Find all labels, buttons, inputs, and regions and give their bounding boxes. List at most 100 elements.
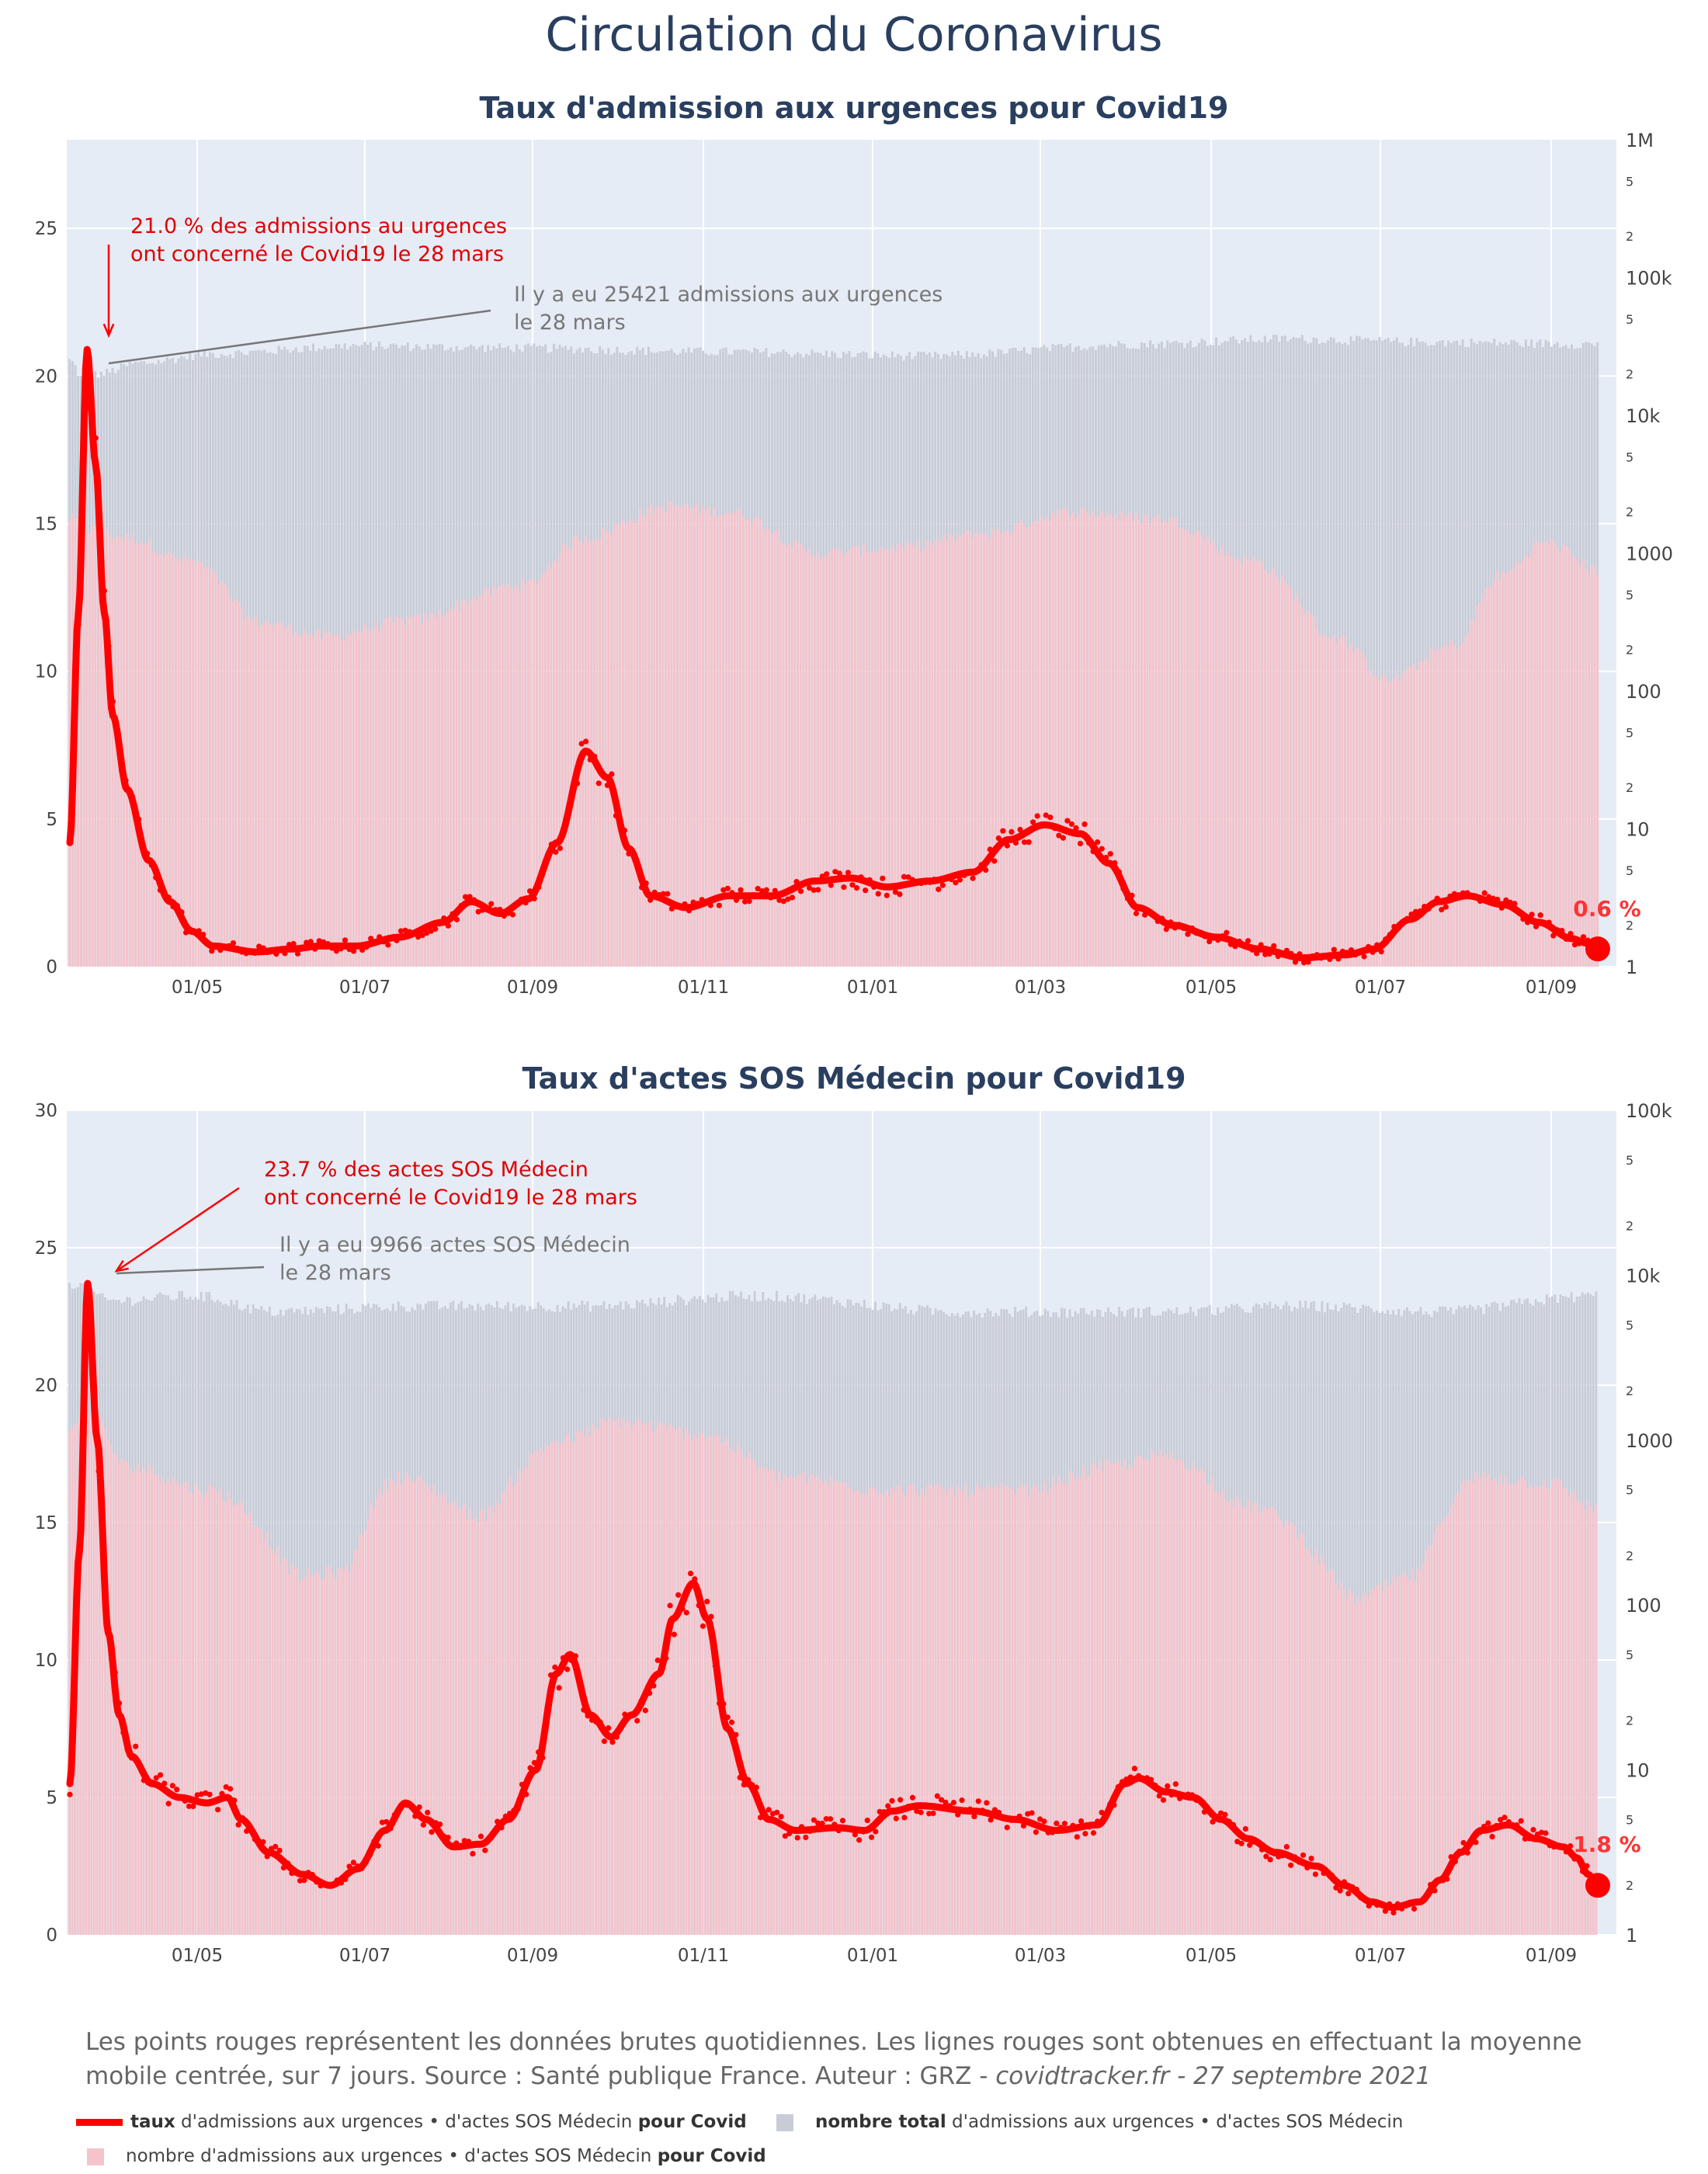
bar-covid	[787, 543, 790, 967]
bar-covid	[630, 1426, 633, 1935]
y2-tick-label: 100k	[1626, 1100, 1672, 1122]
bar-covid	[348, 1571, 351, 1935]
bar-covid	[353, 1550, 356, 1935]
raw-point	[1267, 1856, 1273, 1863]
bar-covid	[912, 1485, 915, 1935]
y-tick-label: 10	[35, 662, 57, 682]
bar-covid	[463, 599, 467, 967]
bar-covid	[775, 1481, 778, 1935]
bar-covid	[438, 1493, 441, 1935]
bar-covid	[165, 554, 168, 967]
bar-covid	[260, 625, 263, 967]
bar-covid	[401, 618, 404, 967]
bar-covid	[586, 1426, 589, 1935]
raw-point	[824, 871, 830, 877]
bar-covid	[980, 533, 983, 967]
bar-covid	[450, 608, 453, 967]
bar-covid	[211, 572, 214, 967]
bar-covid	[373, 1509, 375, 1935]
bar-covid	[668, 1424, 672, 1935]
bar-covid	[422, 1481, 425, 1935]
bar-covid	[1467, 630, 1470, 967]
bar-covid	[922, 549, 925, 967]
bar-covid	[355, 633, 358, 967]
bar-covid	[1370, 1589, 1373, 1935]
bar-covid	[1296, 1537, 1299, 1935]
raw-point	[301, 1877, 307, 1884]
bar-covid	[868, 553, 871, 967]
bar-covid	[1197, 530, 1200, 967]
bar-covid	[1449, 640, 1453, 967]
bar-covid	[1298, 602, 1301, 967]
bar-covid	[366, 629, 370, 967]
bar-total	[1418, 342, 1422, 967]
legend-item-covid[interactable]: nombre d'admissions aux urgences • d'act…	[87, 2146, 766, 2166]
raw-point	[1008, 828, 1015, 835]
bar-covid	[633, 522, 636, 967]
bar-total	[1401, 342, 1404, 967]
bar-covid	[432, 613, 436, 967]
bar-covid	[463, 1504, 466, 1935]
bar-covid	[909, 1485, 912, 1935]
bar-covid	[233, 1505, 235, 1935]
bar-covid	[416, 1476, 419, 1935]
y2-tick-label: 1	[1626, 1925, 1637, 1947]
bar-covid	[1074, 1478, 1077, 1935]
bar-covid	[745, 519, 748, 967]
bar-covid	[675, 505, 679, 967]
bar-covid	[658, 508, 661, 967]
bar-covid	[1224, 555, 1227, 967]
bar-covid	[246, 616, 249, 967]
bar-covid	[1005, 1486, 1008, 1935]
bar-covid	[734, 1452, 737, 1935]
bar-covid	[208, 1485, 211, 1935]
bar-covid	[963, 533, 966, 967]
bar-covid	[575, 535, 578, 967]
bar-covid	[794, 1478, 797, 1935]
bar-covid	[918, 1495, 921, 1935]
raw-point	[1095, 839, 1101, 846]
legend-item-total[interactable]: nombre total d'admissions aux urgences •…	[776, 2112, 1403, 2132]
bar-covid	[380, 625, 384, 967]
bar-covid	[654, 1427, 658, 1935]
bar-covid	[293, 1568, 296, 1935]
raw-point	[984, 1800, 990, 1806]
bar-covid	[953, 1495, 956, 1935]
bar-covid	[466, 1518, 468, 1935]
raw-point	[1263, 1853, 1269, 1860]
bar-covid	[1452, 1502, 1455, 1935]
bar-covid	[404, 625, 407, 967]
bar-covid	[1080, 508, 1083, 967]
bar-covid	[1002, 531, 1005, 967]
bar-covid	[1219, 1495, 1222, 1935]
legend-item-rate[interactable]: taux d'admissions aux urgences • d'actes…	[76, 2112, 747, 2132]
bar-covid	[1554, 1478, 1557, 1935]
bar-covid	[1592, 1512, 1595, 1935]
bar-covid	[1038, 1492, 1041, 1935]
bar-covid	[622, 1418, 625, 1935]
bar-covid	[470, 599, 473, 967]
bar-covid	[1068, 518, 1071, 967]
bar-covid	[1460, 1483, 1463, 1935]
raw-point	[763, 887, 769, 893]
bar-covid	[200, 1492, 203, 1935]
bar-covid	[531, 1453, 534, 1935]
bar-covid	[1175, 1460, 1179, 1935]
bar-covid	[707, 505, 710, 967]
raw-point	[938, 1797, 945, 1803]
chart-panel-2: 1.8 % Taux d'actes SOS Médecin pour Covid…	[35, 1061, 1673, 1966]
bar-covid	[650, 504, 653, 967]
bar-covid	[1123, 515, 1126, 967]
bar-covid	[1590, 564, 1593, 967]
bar-covid	[1109, 514, 1112, 967]
bar-covid	[1025, 1485, 1028, 1935]
bar-covid	[1071, 512, 1074, 967]
bar-covid	[997, 1488, 1000, 1935]
y2-tick-label: 10	[1626, 819, 1650, 841]
bar-covid	[905, 541, 908, 967]
bar-covid	[1088, 516, 1092, 967]
bar-covid	[835, 1481, 838, 1935]
raw-point	[1073, 825, 1079, 832]
bar-covid	[1263, 1505, 1266, 1935]
bar-covid	[1236, 1495, 1238, 1935]
